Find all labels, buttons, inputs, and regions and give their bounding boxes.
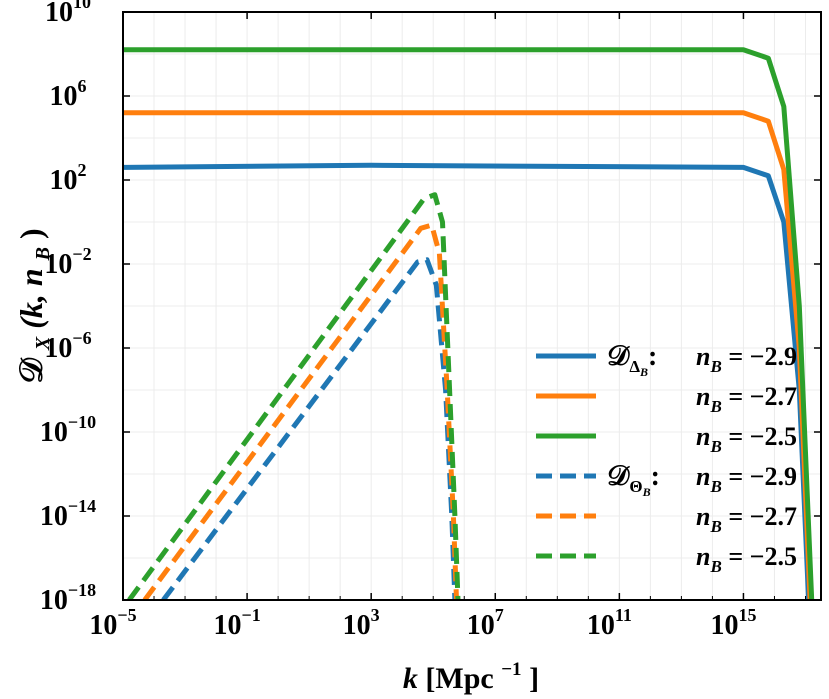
x-axis-label: k [Mpc −1 ] [403,649,539,695]
series-layer [123,47,815,600]
legend-group-sub: Δ [629,357,640,376]
y-tick-exp: −10 [68,412,96,432]
series-line-3 [123,47,815,600]
x-tick-label: 10−5 [89,605,136,641]
y-tick-base: 10 [45,0,73,28]
legend-n: n [696,542,710,571]
y-tick-exp: 6 [78,76,87,96]
y-axis-sub: X [32,336,54,351]
x-tick-label: 10−1 [213,605,260,641]
legend-n: n [696,382,710,411]
legend-group-label: 𝒟ΘB: [607,461,660,499]
ticks [122,11,821,601]
x-tick-base: 10 [467,610,495,641]
legend-value: = −2.7 [722,382,797,411]
legend-group-symbol: 𝒟 [607,461,630,492]
legend-n: n [696,462,710,491]
y-axis-close: ) [13,228,49,239]
x-tick-base: 10 [710,610,738,641]
x-tick-label: 107 [467,605,504,641]
y-tick-base: 10 [50,81,78,112]
legend-value: = −2.9 [722,462,797,491]
x-tick-exp: 15 [738,605,756,625]
x-tick-base: 10 [89,610,117,641]
y-tick-base: 10 [50,165,78,196]
x-tick-labels: 10−5 10−1 103 107 1011 1015 [89,605,756,641]
legend-entry-label: nB = −2.5 [696,542,797,576]
x-axis-unit-exp: −1 [501,659,521,680]
legend-entry-label: nB = −2.9 [696,462,797,496]
legend-value: = −2.5 [722,542,797,571]
legend-n-sub: B [710,517,722,536]
y-axis-main: 𝒟 [13,357,49,384]
legend-n: n [696,422,710,451]
legend-group-subsub: B [639,365,648,379]
x-tick-base: 10 [213,610,241,641]
y-tick-exp: 10 [73,0,91,12]
y-tick-label: 10−18 [40,580,96,616]
y-tick-label: 1010 [45,0,91,28]
series-line-6 [127,192,461,600]
x-tick-exp: 11 [615,605,632,625]
y-tick-exp: −2 [72,244,91,264]
y-tick-exp: −6 [72,328,91,348]
x-tick-label: 103 [343,605,380,641]
y-tick-base: 10 [44,333,72,364]
legend-n-sub: B [710,477,722,496]
legend-entry-label: nB = −2.9 [696,342,797,376]
y-axis-args: (k, n [13,268,49,328]
legend-entry-label: nB = −2.7 [696,382,797,416]
legend-group-sub: Θ [629,477,642,496]
y-tick-label: 10−10 [40,412,96,448]
legend-entry-label: nB = −2.7 [696,502,797,536]
y-tick-base: 10 [40,501,68,532]
legend-n: n [696,342,710,371]
series-line-4 [161,257,458,600]
y-tick-label: 102 [50,160,87,196]
legend-n-sub: B [710,437,722,456]
x-tick-base: 10 [587,610,615,641]
y-tick-label: 10−2 [44,244,91,280]
legend-entry-label: nB = −2.5 [696,422,797,456]
legend-n-sub: B [710,557,722,576]
y-tick-label: 10−14 [40,496,96,532]
x-tick-label: 1015 [710,605,756,641]
legend-n: n [696,502,710,531]
legend-value: = −2.9 [722,342,797,371]
x-tick-label: 1011 [587,605,632,641]
legend-group-subsub: B [642,485,651,499]
y-tick-label: 10−6 [44,328,91,364]
series-line-5 [142,222,459,600]
legend-value: = −2.5 [722,422,797,451]
legend-colon: : [651,461,660,492]
y-tick-exp: −18 [68,580,96,600]
x-axis-close: ] [529,662,539,695]
legend-n-sub: B [710,397,722,416]
y-axis-label: 𝒟 X (k, n B ) [13,228,56,383]
x-tick-exp: 7 [495,605,504,625]
y-tick-exp: −14 [68,496,96,516]
x-axis-var: k [403,662,418,695]
y-axis-argsub: B [32,247,54,261]
y-tick-label: 106 [50,76,87,112]
y-tick-base: 10 [40,585,68,616]
legend-group-label: 𝒟ΔB: [607,341,657,379]
plot-frame [122,11,822,601]
y-tick-base: 10 [44,249,72,280]
x-tick-exp: −5 [117,605,136,625]
legend-n-sub: B [710,357,722,376]
x-tick-exp: −1 [241,605,260,625]
x-axis-unit: [Mpc [425,662,493,695]
legend-value: = −2.7 [722,502,797,531]
y-tick-exp: 2 [78,160,87,180]
y-tick-base: 10 [40,417,68,448]
x-tick-base: 10 [343,610,371,641]
x-tick-exp: 3 [371,605,380,625]
legend-group-symbol: 𝒟 [607,341,630,372]
legend-colon: : [648,341,657,372]
